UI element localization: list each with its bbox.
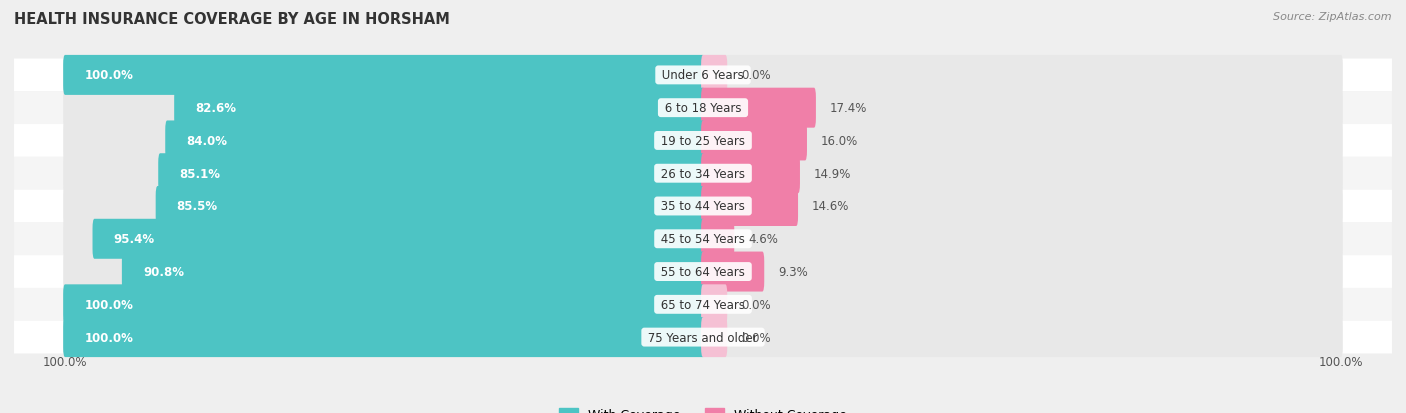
- FancyBboxPatch shape: [63, 88, 1343, 128]
- Legend: With Coverage, Without Coverage: With Coverage, Without Coverage: [554, 404, 852, 413]
- Text: 100.0%: 100.0%: [1319, 355, 1364, 368]
- FancyBboxPatch shape: [702, 219, 734, 259]
- Text: 16.0%: 16.0%: [821, 135, 858, 147]
- FancyBboxPatch shape: [156, 187, 704, 226]
- FancyBboxPatch shape: [14, 157, 1392, 190]
- Text: 90.8%: 90.8%: [143, 266, 184, 278]
- FancyBboxPatch shape: [63, 285, 1343, 325]
- Text: 19 to 25 Years: 19 to 25 Years: [657, 135, 749, 147]
- Text: 26 to 34 Years: 26 to 34 Years: [657, 167, 749, 180]
- Text: 85.1%: 85.1%: [180, 167, 221, 180]
- Text: 84.0%: 84.0%: [186, 135, 228, 147]
- FancyBboxPatch shape: [63, 56, 1343, 96]
- FancyBboxPatch shape: [63, 317, 704, 357]
- Text: 82.6%: 82.6%: [195, 102, 236, 115]
- Text: 14.6%: 14.6%: [813, 200, 849, 213]
- Text: 17.4%: 17.4%: [830, 102, 868, 115]
- Text: 0.0%: 0.0%: [741, 298, 770, 311]
- Text: 0.0%: 0.0%: [741, 69, 770, 82]
- FancyBboxPatch shape: [14, 288, 1392, 321]
- FancyBboxPatch shape: [159, 154, 704, 194]
- FancyBboxPatch shape: [63, 285, 704, 325]
- FancyBboxPatch shape: [63, 219, 1343, 259]
- FancyBboxPatch shape: [702, 56, 727, 96]
- Text: Under 6 Years: Under 6 Years: [658, 69, 748, 82]
- FancyBboxPatch shape: [63, 317, 1343, 357]
- FancyBboxPatch shape: [702, 317, 727, 357]
- Text: HEALTH INSURANCE COVERAGE BY AGE IN HORSHAM: HEALTH INSURANCE COVERAGE BY AGE IN HORS…: [14, 12, 450, 27]
- FancyBboxPatch shape: [63, 154, 1343, 194]
- FancyBboxPatch shape: [63, 56, 704, 96]
- Text: 85.5%: 85.5%: [177, 200, 218, 213]
- Text: 14.9%: 14.9%: [814, 167, 852, 180]
- FancyBboxPatch shape: [702, 88, 815, 128]
- FancyBboxPatch shape: [14, 125, 1392, 157]
- FancyBboxPatch shape: [14, 92, 1392, 125]
- FancyBboxPatch shape: [166, 121, 704, 161]
- FancyBboxPatch shape: [63, 121, 1343, 161]
- FancyBboxPatch shape: [122, 252, 704, 292]
- Text: 75 Years and older: 75 Years and older: [644, 331, 762, 344]
- FancyBboxPatch shape: [702, 121, 807, 161]
- Text: 4.6%: 4.6%: [748, 233, 778, 246]
- FancyBboxPatch shape: [14, 59, 1392, 92]
- Text: 6 to 18 Years: 6 to 18 Years: [661, 102, 745, 115]
- Text: 100.0%: 100.0%: [84, 298, 134, 311]
- Text: 45 to 54 Years: 45 to 54 Years: [657, 233, 749, 246]
- FancyBboxPatch shape: [14, 256, 1392, 288]
- FancyBboxPatch shape: [702, 187, 799, 226]
- FancyBboxPatch shape: [702, 285, 727, 325]
- FancyBboxPatch shape: [14, 321, 1392, 354]
- Text: Source: ZipAtlas.com: Source: ZipAtlas.com: [1274, 12, 1392, 22]
- Text: 65 to 74 Years: 65 to 74 Years: [657, 298, 749, 311]
- Text: 35 to 44 Years: 35 to 44 Years: [657, 200, 749, 213]
- FancyBboxPatch shape: [14, 190, 1392, 223]
- FancyBboxPatch shape: [63, 187, 1343, 226]
- Text: 100.0%: 100.0%: [42, 355, 87, 368]
- FancyBboxPatch shape: [174, 88, 704, 128]
- Text: 100.0%: 100.0%: [84, 69, 134, 82]
- Text: 100.0%: 100.0%: [84, 331, 134, 344]
- Text: 9.3%: 9.3%: [779, 266, 808, 278]
- Text: 95.4%: 95.4%: [114, 233, 155, 246]
- FancyBboxPatch shape: [63, 252, 1343, 292]
- FancyBboxPatch shape: [93, 219, 704, 259]
- Text: 0.0%: 0.0%: [741, 331, 770, 344]
- Text: 55 to 64 Years: 55 to 64 Years: [657, 266, 749, 278]
- FancyBboxPatch shape: [14, 223, 1392, 256]
- FancyBboxPatch shape: [702, 154, 800, 194]
- FancyBboxPatch shape: [702, 252, 765, 292]
